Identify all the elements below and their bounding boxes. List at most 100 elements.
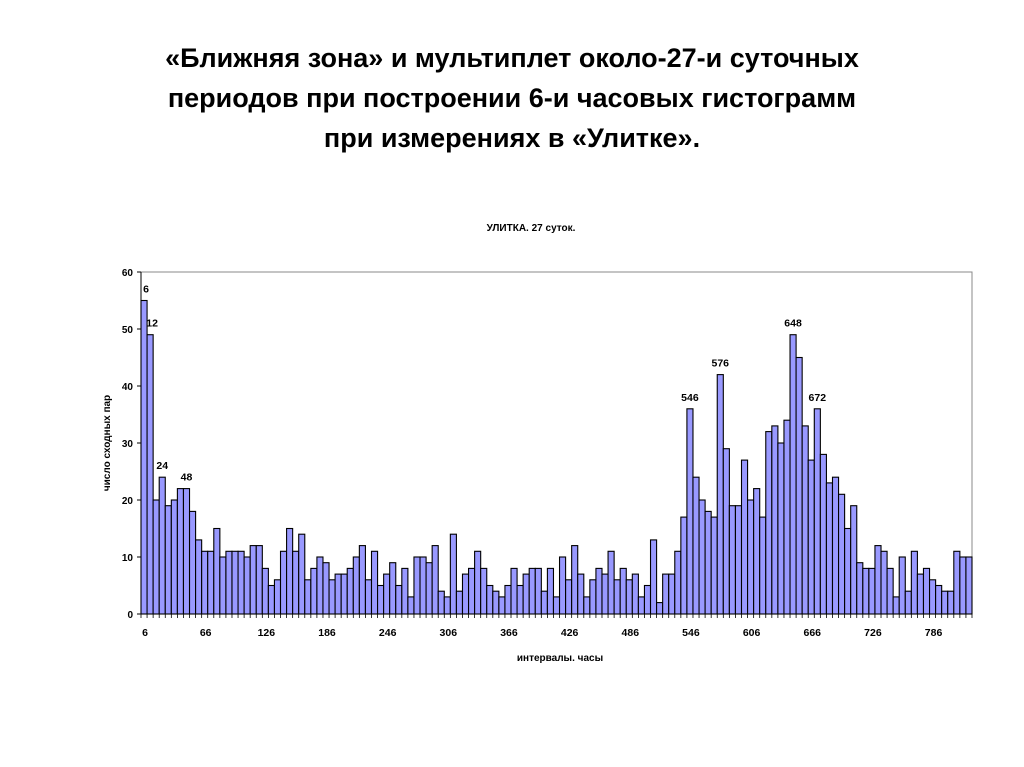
x-tick-label: 546 bbox=[682, 627, 700, 639]
bar bbox=[498, 596, 506, 615]
y-tick-label: 30 bbox=[122, 439, 134, 450]
bar bbox=[437, 590, 445, 615]
x-tick-label: 366 bbox=[500, 627, 518, 639]
bar bbox=[231, 550, 239, 615]
bar bbox=[201, 550, 209, 615]
bar bbox=[504, 584, 512, 615]
bar bbox=[898, 556, 906, 615]
bar bbox=[728, 505, 736, 615]
x-tick-label: 6 bbox=[142, 627, 148, 639]
bar bbox=[704, 510, 712, 615]
bar bbox=[795, 356, 803, 615]
bar bbox=[935, 584, 943, 615]
bar bbox=[225, 550, 233, 615]
bar bbox=[856, 562, 864, 615]
bar bbox=[740, 459, 749, 615]
bar bbox=[613, 579, 621, 615]
bar-annotation: 546 bbox=[681, 392, 699, 404]
bar bbox=[540, 590, 548, 615]
x-tick-label: 786 bbox=[925, 627, 943, 639]
bar bbox=[255, 545, 263, 615]
bar bbox=[176, 488, 185, 615]
x-tick-label: 126 bbox=[258, 627, 276, 639]
bar bbox=[431, 545, 439, 615]
x-tick-label: 186 bbox=[318, 627, 336, 639]
bar bbox=[395, 584, 403, 615]
bar bbox=[219, 556, 227, 615]
bar bbox=[486, 584, 494, 615]
bar bbox=[753, 488, 761, 615]
bar bbox=[783, 419, 791, 615]
heading-line-1: «Ближняя зона» и мультиплет около-27-и с… bbox=[165, 43, 859, 73]
bar bbox=[304, 579, 312, 615]
x-tick-label: 606 bbox=[743, 627, 761, 639]
bar-annotation: 48 bbox=[181, 472, 193, 484]
bar bbox=[868, 567, 876, 615]
bar bbox=[328, 579, 336, 615]
bar bbox=[279, 550, 288, 615]
bar bbox=[831, 476, 840, 615]
bar bbox=[710, 516, 718, 615]
bar bbox=[310, 567, 318, 615]
bar bbox=[383, 573, 391, 615]
bar bbox=[759, 516, 767, 615]
bar bbox=[407, 596, 415, 615]
bar bbox=[595, 567, 603, 615]
bar bbox=[273, 579, 282, 615]
bar bbox=[449, 533, 457, 615]
bar bbox=[516, 584, 524, 615]
bar bbox=[844, 527, 852, 615]
bar-annotation: 12 bbox=[146, 318, 158, 330]
y-tick-label: 0 bbox=[127, 610, 133, 621]
bar bbox=[286, 527, 294, 615]
bar bbox=[801, 425, 809, 615]
bar bbox=[904, 590, 912, 615]
bar bbox=[558, 556, 567, 615]
bar bbox=[364, 579, 373, 615]
bar bbox=[298, 533, 306, 615]
bar bbox=[182, 488, 191, 615]
bar bbox=[886, 567, 894, 615]
x-tick-label: 246 bbox=[379, 627, 397, 639]
bar bbox=[892, 596, 900, 615]
bar bbox=[170, 499, 178, 615]
bar bbox=[880, 550, 888, 615]
bar-annotation: 24 bbox=[156, 460, 168, 472]
x-tick-label: 486 bbox=[622, 627, 640, 639]
bar bbox=[213, 527, 221, 615]
y-tick-label: 60 bbox=[122, 268, 134, 279]
bar bbox=[583, 596, 591, 615]
bar bbox=[164, 505, 172, 615]
bar bbox=[698, 499, 706, 615]
bar bbox=[789, 334, 797, 615]
bar bbox=[158, 476, 166, 615]
bar bbox=[237, 550, 245, 615]
bar bbox=[528, 567, 536, 615]
bar bbox=[480, 567, 488, 615]
bar-annotation: 576 bbox=[712, 358, 730, 370]
y-axis-label: число сходных пар bbox=[102, 395, 113, 491]
bar bbox=[959, 556, 967, 615]
bar bbox=[534, 567, 542, 615]
bar bbox=[267, 584, 276, 615]
y-tick-label: 40 bbox=[122, 382, 134, 393]
y-tick-label: 50 bbox=[122, 325, 134, 336]
y-tick-label: 10 bbox=[122, 553, 134, 564]
bar bbox=[722, 448, 730, 615]
chart-title: УЛИТКА. 27 суток. bbox=[487, 223, 576, 234]
bar bbox=[850, 505, 858, 615]
bar bbox=[643, 584, 652, 615]
bar bbox=[377, 584, 385, 615]
bar bbox=[625, 579, 633, 615]
bar bbox=[747, 499, 755, 615]
x-tick-label: 426 bbox=[561, 627, 579, 639]
bar bbox=[522, 573, 530, 615]
bar bbox=[941, 590, 949, 615]
y-tick-label: 20 bbox=[122, 496, 134, 507]
bar bbox=[577, 573, 585, 615]
bar bbox=[947, 590, 955, 615]
bar bbox=[340, 573, 348, 615]
bar bbox=[565, 579, 573, 615]
bar bbox=[467, 567, 476, 615]
